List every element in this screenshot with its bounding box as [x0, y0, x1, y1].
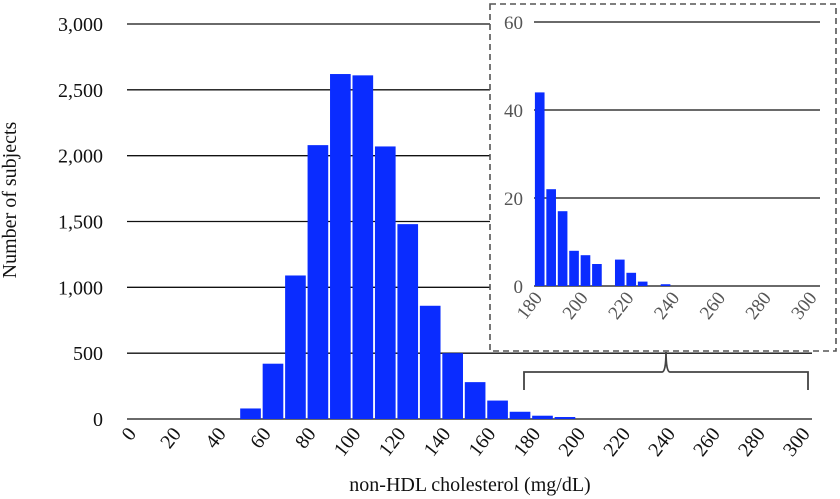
main-y-tick-label: 2,500 — [58, 80, 103, 102]
inset-y-tick-label: 60 — [504, 13, 523, 34]
main-y-tick-label: 500 — [73, 343, 103, 365]
main-bar — [532, 415, 553, 419]
main-x-tick-label: 160 — [464, 424, 500, 461]
main-bar — [442, 353, 463, 419]
x-axis-title: non-HDL cholesterol (mg/dL) — [349, 474, 590, 496]
main-y-tick-labels: 0 500 1,000 1,500 2,000 2,500 3,000 — [58, 14, 103, 431]
main-bar — [262, 363, 284, 419]
inset-y-tick-labels: 0 20 40 60 — [504, 13, 523, 298]
inset-bar — [557, 211, 568, 286]
main-bar — [330, 74, 351, 420]
main-bar — [554, 417, 576, 419]
main-x-tick-label: 80 — [291, 424, 321, 453]
main-x-tick-label: 200 — [554, 424, 590, 461]
main-bar — [352, 75, 374, 419]
inset-bar — [592, 264, 602, 286]
main-x-tick-label: 20 — [156, 424, 186, 453]
inset-bar — [637, 281, 648, 286]
main-y-tick-label: 0 — [93, 409, 103, 431]
inset-y-tick-label: 20 — [504, 189, 523, 210]
inset-panel — [489, 3, 837, 352]
main-bar — [397, 224, 419, 419]
inset-bar — [546, 189, 556, 286]
inset-bars — [534, 92, 671, 287]
main-bar — [240, 408, 261, 419]
inset-y-tick-label: 0 — [514, 277, 524, 298]
main-gridlines — [127, 23, 812, 420]
main-y-tick-label: 1,500 — [58, 212, 103, 234]
main-x-tick-label: 140 — [420, 424, 456, 461]
inset-bar — [569, 250, 579, 286]
inset-bar — [580, 255, 591, 286]
main-y-tick-label: 3,000 — [58, 14, 103, 36]
main-bar — [487, 400, 508, 419]
main-bar — [307, 145, 329, 419]
main-bar — [374, 146, 396, 419]
inset-bar — [660, 284, 671, 286]
inset-bar — [626, 272, 637, 286]
main-bars — [240, 74, 576, 420]
main-x-tick-label: 0 — [117, 424, 140, 445]
main-x-tick-label: 40 — [201, 424, 231, 453]
main-x-tick-label: 180 — [509, 424, 545, 461]
main-bar — [509, 411, 531, 419]
main-x-tick-label: 100 — [330, 424, 366, 461]
main-x-tick-label: 240 — [644, 424, 680, 461]
main-bar — [419, 305, 441, 419]
main-bar — [464, 382, 486, 419]
inset-bar — [614, 259, 625, 286]
range-brace — [523, 351, 809, 390]
inset-bar — [534, 92, 545, 287]
inset-y-tick-label: 40 — [504, 101, 523, 122]
main-x-tick-label: 220 — [599, 424, 635, 461]
main-bar — [285, 275, 306, 419]
main-x-tick-label: 260 — [689, 424, 725, 461]
main-x-tick-label: 60 — [246, 424, 276, 453]
main-x-tick-label: 300 — [779, 424, 815, 461]
main-y-tick-label: 1,000 — [58, 277, 103, 299]
y-axis-title: Number of subjects — [0, 121, 21, 278]
main-y-tick-label: 2,000 — [58, 146, 103, 168]
main-x-tick-label: 120 — [375, 424, 411, 461]
main-x-tick-label: 280 — [734, 424, 770, 461]
main-x-tick-labels: 0 20 40 60 80 100 120 140 160 180 200 220 240 260 280 3… — [117, 424, 814, 461]
